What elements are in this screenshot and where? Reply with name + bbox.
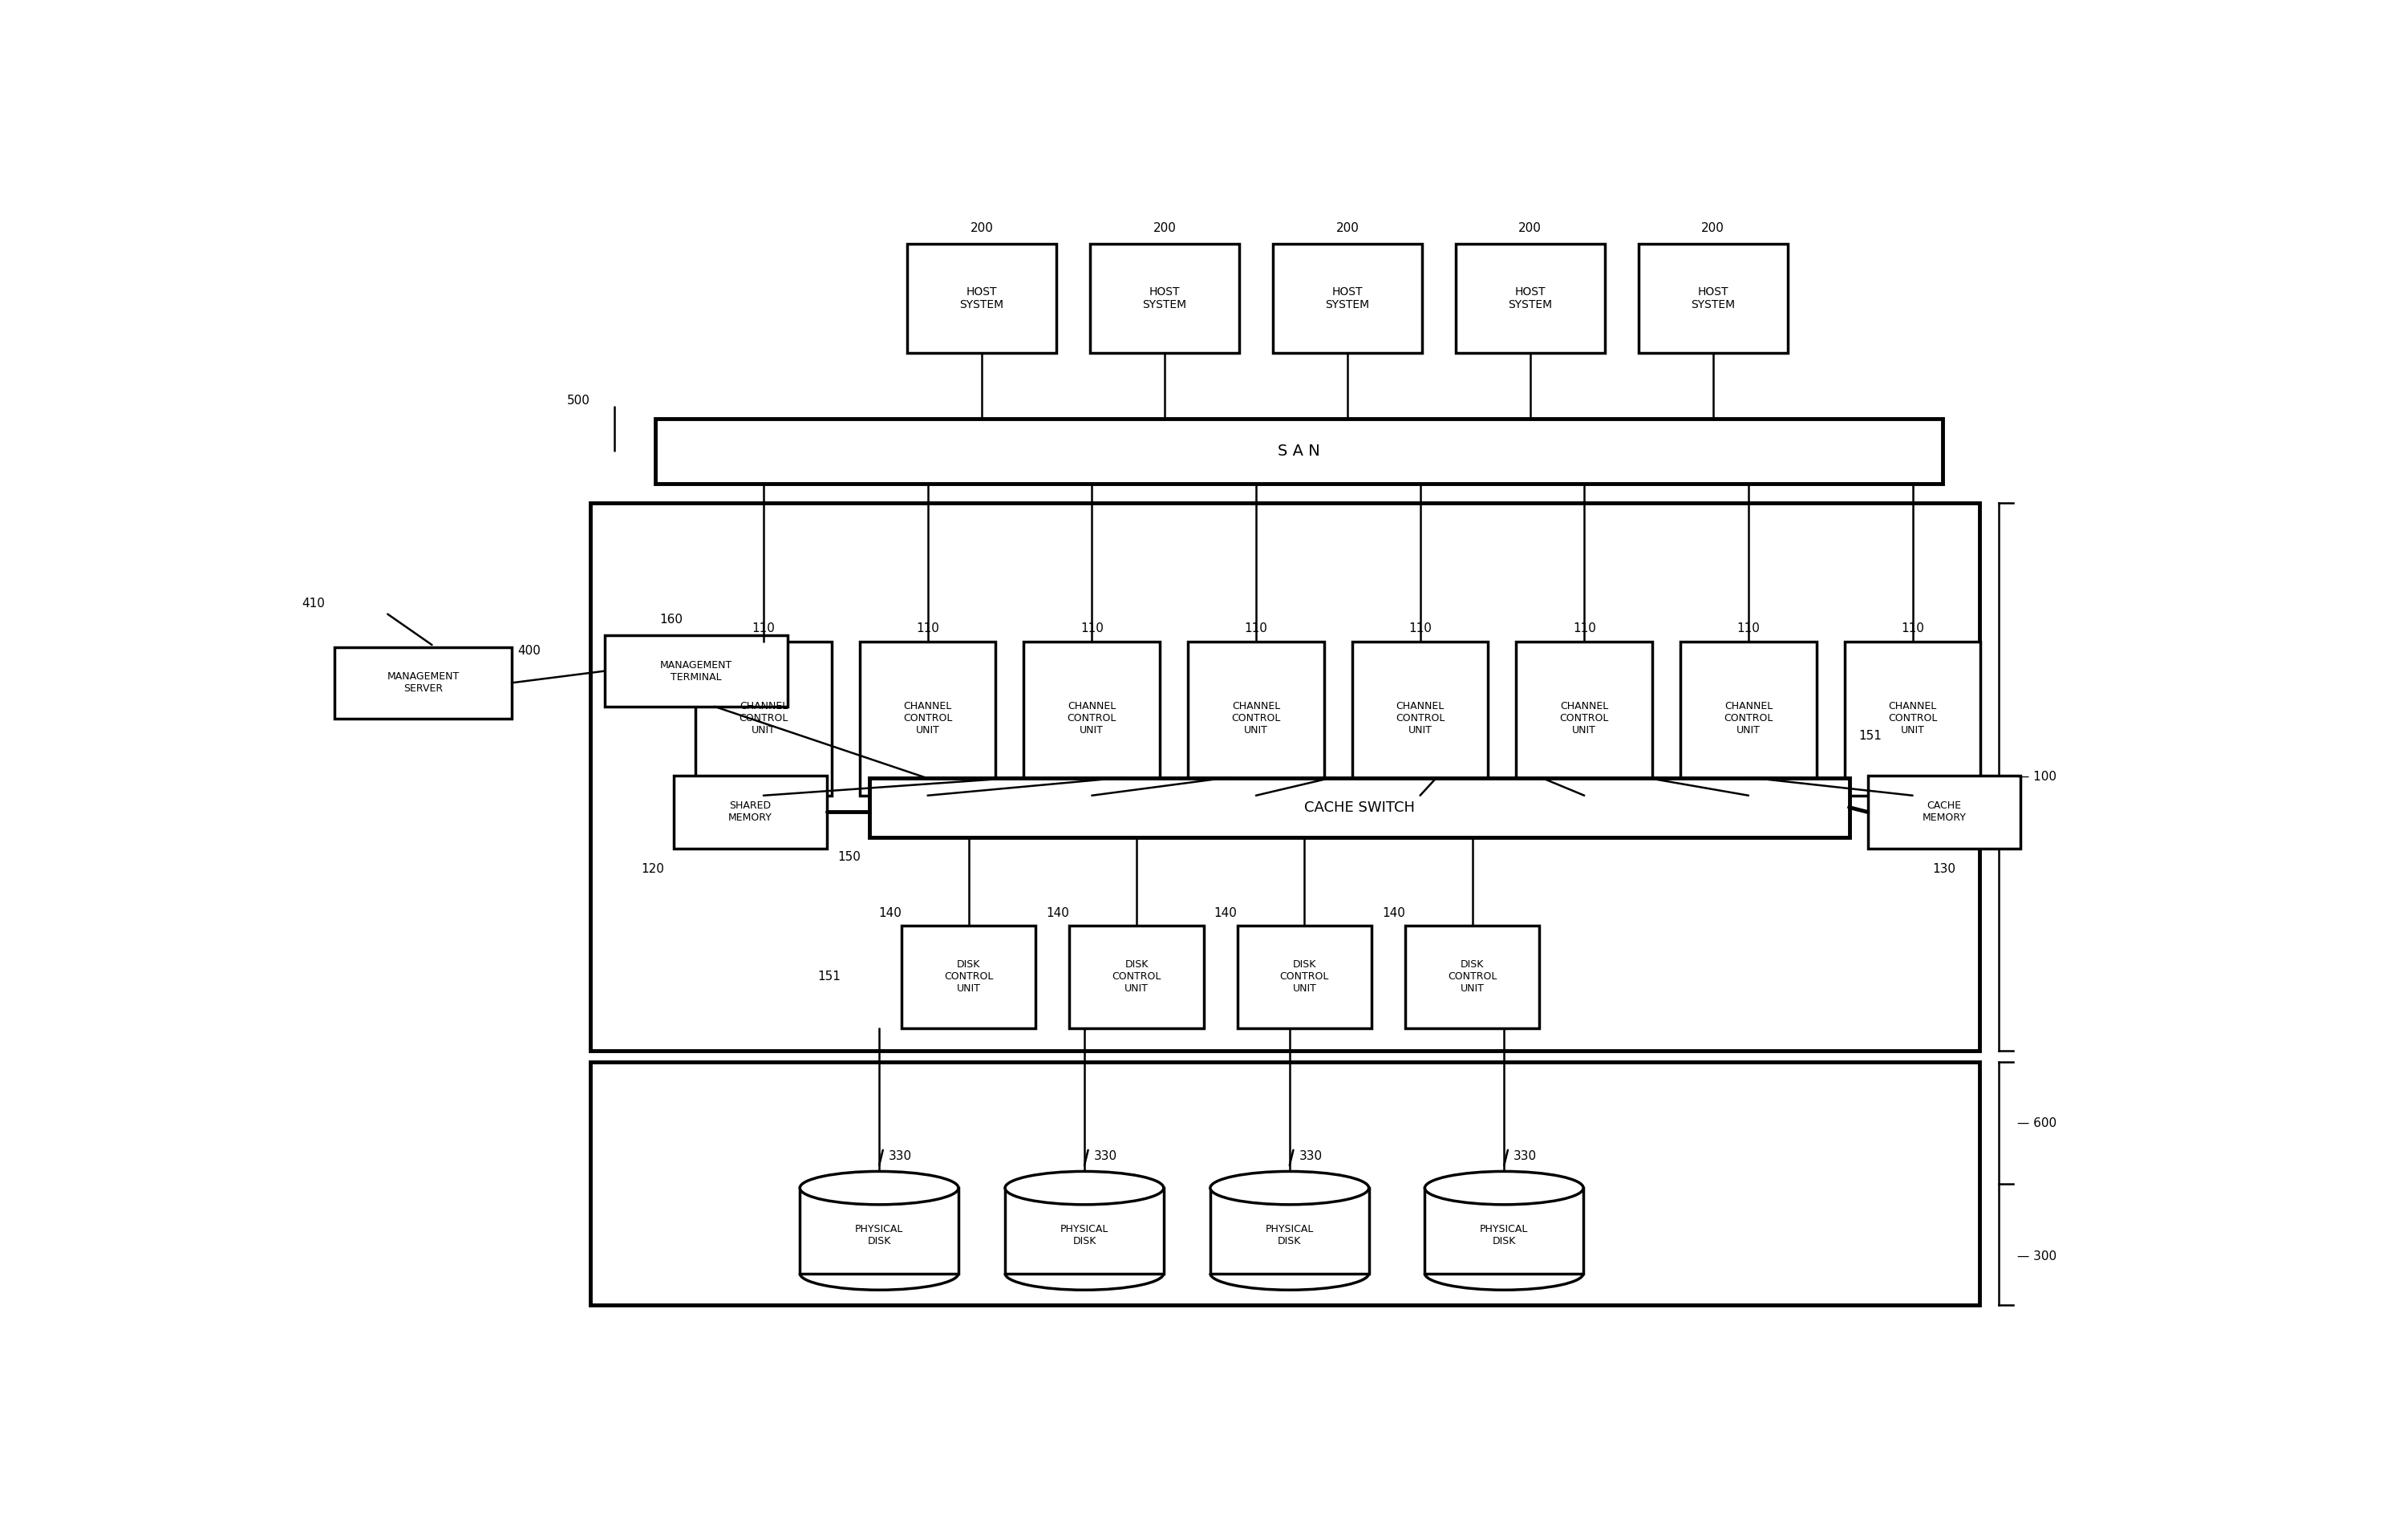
Ellipse shape bbox=[799, 1172, 958, 1204]
Bar bbox=[1211, 1187, 1370, 1274]
Bar bbox=[907, 245, 1057, 353]
Text: MANAGEMENT
TERMINAL: MANAGEMENT TERMINAL bbox=[660, 659, 732, 682]
Text: CHANNEL
CONTROL
UNIT: CHANNEL CONTROL UNIT bbox=[903, 701, 953, 736]
Text: 120: 120 bbox=[643, 862, 664, 875]
Bar bbox=[590, 502, 1981, 1050]
Text: HOST
SYSTEM: HOST SYSTEM bbox=[1509, 286, 1553, 311]
Ellipse shape bbox=[1211, 1172, 1370, 1204]
Bar bbox=[1006, 1187, 1163, 1274]
Text: CACHE
MEMORY: CACHE MEMORY bbox=[1923, 801, 1967, 824]
Bar bbox=[903, 926, 1035, 1027]
Text: — 100: — 100 bbox=[2017, 770, 2056, 782]
Text: HOST
SYSTEM: HOST SYSTEM bbox=[1690, 286, 1735, 311]
Text: 200: 200 bbox=[970, 223, 994, 234]
Text: 110: 110 bbox=[751, 622, 775, 634]
Text: 140: 140 bbox=[1213, 907, 1237, 919]
Text: 110: 110 bbox=[1408, 622, 1432, 634]
Text: 330: 330 bbox=[888, 1150, 912, 1161]
Bar bbox=[1069, 926, 1204, 1027]
Text: 151: 151 bbox=[818, 970, 840, 983]
Text: — 600: — 600 bbox=[2017, 1116, 2056, 1129]
Text: 410: 410 bbox=[301, 598, 325, 610]
Bar bbox=[869, 778, 1849, 838]
Text: 110: 110 bbox=[917, 622, 939, 634]
Bar bbox=[1023, 641, 1160, 796]
Text: CACHE SWITCH: CACHE SWITCH bbox=[1305, 801, 1415, 815]
Text: CHANNEL
CONTROL
UNIT: CHANNEL CONTROL UNIT bbox=[1232, 701, 1281, 736]
Text: 200: 200 bbox=[1702, 223, 1723, 234]
Text: 400: 400 bbox=[518, 645, 542, 656]
Text: 200: 200 bbox=[1153, 223, 1177, 234]
Bar bbox=[859, 641, 996, 796]
Bar bbox=[799, 1187, 958, 1274]
Text: 330: 330 bbox=[1300, 1150, 1321, 1161]
Text: CHANNEL
CONTROL
UNIT: CHANNEL CONTROL UNIT bbox=[1560, 701, 1608, 736]
Text: 330: 330 bbox=[1514, 1150, 1536, 1161]
Text: S A N: S A N bbox=[1278, 444, 1319, 459]
Text: 330: 330 bbox=[1093, 1150, 1117, 1161]
Text: 110: 110 bbox=[1572, 622, 1596, 634]
Text: 151: 151 bbox=[1858, 730, 1882, 742]
Text: PHYSICAL
DISK: PHYSICAL DISK bbox=[854, 1224, 903, 1246]
Text: 200: 200 bbox=[1336, 223, 1360, 234]
Ellipse shape bbox=[1006, 1172, 1163, 1204]
Text: HOST
SYSTEM: HOST SYSTEM bbox=[960, 286, 1004, 311]
Bar bbox=[1090, 245, 1240, 353]
Bar bbox=[1353, 641, 1488, 796]
Text: 140: 140 bbox=[1382, 907, 1406, 919]
Text: PHYSICAL
DISK: PHYSICAL DISK bbox=[1059, 1224, 1110, 1246]
Ellipse shape bbox=[1425, 1172, 1584, 1204]
Bar bbox=[1516, 641, 1651, 796]
Bar bbox=[335, 647, 513, 718]
Text: 110: 110 bbox=[1902, 622, 1923, 634]
Text: DISK
CONTROL
UNIT: DISK CONTROL UNIT bbox=[944, 959, 994, 995]
Bar bbox=[1639, 245, 1788, 353]
Bar bbox=[696, 641, 830, 796]
Text: 130: 130 bbox=[1933, 862, 1957, 875]
Text: PHYSICAL
DISK: PHYSICAL DISK bbox=[1480, 1224, 1528, 1246]
Bar bbox=[1680, 641, 1817, 796]
Bar bbox=[1406, 926, 1540, 1027]
Text: 140: 140 bbox=[1047, 907, 1069, 919]
Text: 110: 110 bbox=[1738, 622, 1760, 634]
Text: CHANNEL
CONTROL
UNIT: CHANNEL CONTROL UNIT bbox=[739, 701, 787, 736]
Text: 200: 200 bbox=[1519, 223, 1543, 234]
Text: CHANNEL
CONTROL
UNIT: CHANNEL CONTROL UNIT bbox=[1723, 701, 1774, 736]
Text: DISK
CONTROL
UNIT: DISK CONTROL UNIT bbox=[1281, 959, 1329, 995]
Bar bbox=[1844, 641, 1981, 796]
Bar bbox=[655, 419, 1942, 484]
Text: 150: 150 bbox=[838, 852, 862, 864]
Text: DISK
CONTROL
UNIT: DISK CONTROL UNIT bbox=[1447, 959, 1497, 995]
Text: CHANNEL
CONTROL
UNIT: CHANNEL CONTROL UNIT bbox=[1396, 701, 1444, 736]
Bar bbox=[590, 1063, 1981, 1306]
Text: MANAGEMENT
SERVER: MANAGEMENT SERVER bbox=[388, 671, 460, 695]
Text: 110: 110 bbox=[1244, 622, 1268, 634]
Text: — 300: — 300 bbox=[2017, 1250, 2056, 1263]
Text: 110: 110 bbox=[1081, 622, 1102, 634]
Text: HOST
SYSTEM: HOST SYSTEM bbox=[1326, 286, 1370, 311]
Bar bbox=[674, 775, 828, 849]
Text: 500: 500 bbox=[568, 394, 590, 407]
Text: CHANNEL
CONTROL
UNIT: CHANNEL CONTROL UNIT bbox=[1066, 701, 1117, 736]
Bar bbox=[604, 636, 787, 707]
Text: PHYSICAL
DISK: PHYSICAL DISK bbox=[1266, 1224, 1314, 1246]
Text: 140: 140 bbox=[879, 907, 903, 919]
Text: CHANNEL
CONTROL
UNIT: CHANNEL CONTROL UNIT bbox=[1887, 701, 1938, 736]
Bar bbox=[1237, 926, 1372, 1027]
Bar bbox=[1189, 641, 1324, 796]
Text: DISK
CONTROL
UNIT: DISK CONTROL UNIT bbox=[1112, 959, 1160, 995]
Text: 160: 160 bbox=[660, 614, 684, 625]
Bar bbox=[1273, 245, 1423, 353]
Bar bbox=[1456, 245, 1605, 353]
Bar bbox=[1868, 775, 2022, 849]
Text: HOST
SYSTEM: HOST SYSTEM bbox=[1143, 286, 1187, 311]
Bar bbox=[1425, 1187, 1584, 1274]
Text: SHARED
MEMORY: SHARED MEMORY bbox=[729, 801, 773, 824]
